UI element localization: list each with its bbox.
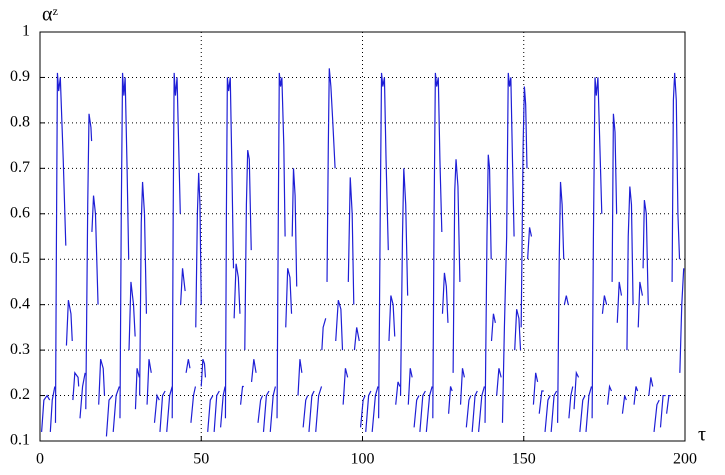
- x-tick-label: 0: [36, 451, 44, 468]
- data-line: [41, 68, 685, 437]
- y-tick-label: 0.1: [10, 432, 30, 449]
- x-tick-label: 100: [351, 451, 375, 468]
- y-tick-label: 0.8: [10, 114, 30, 131]
- y-tick-label: 0.3: [10, 341, 30, 358]
- y-tick-label: 1: [22, 23, 30, 40]
- x-axis-label: τ: [698, 424, 706, 446]
- y-tick-label: 0.2: [10, 386, 30, 403]
- y-axis-label: αᶻ: [42, 4, 58, 26]
- y-tick-label: 0.9: [10, 68, 30, 85]
- y-tick-label: 0.5: [10, 250, 30, 267]
- x-tick-label: 150: [512, 451, 536, 468]
- x-tick-label: 200: [673, 451, 697, 468]
- y-tick-label: 0.4: [10, 295, 30, 312]
- y-tick-label: 0.7: [10, 159, 30, 176]
- x-tick-label: 50: [193, 451, 209, 468]
- y-tick-label: 0.6: [10, 204, 30, 221]
